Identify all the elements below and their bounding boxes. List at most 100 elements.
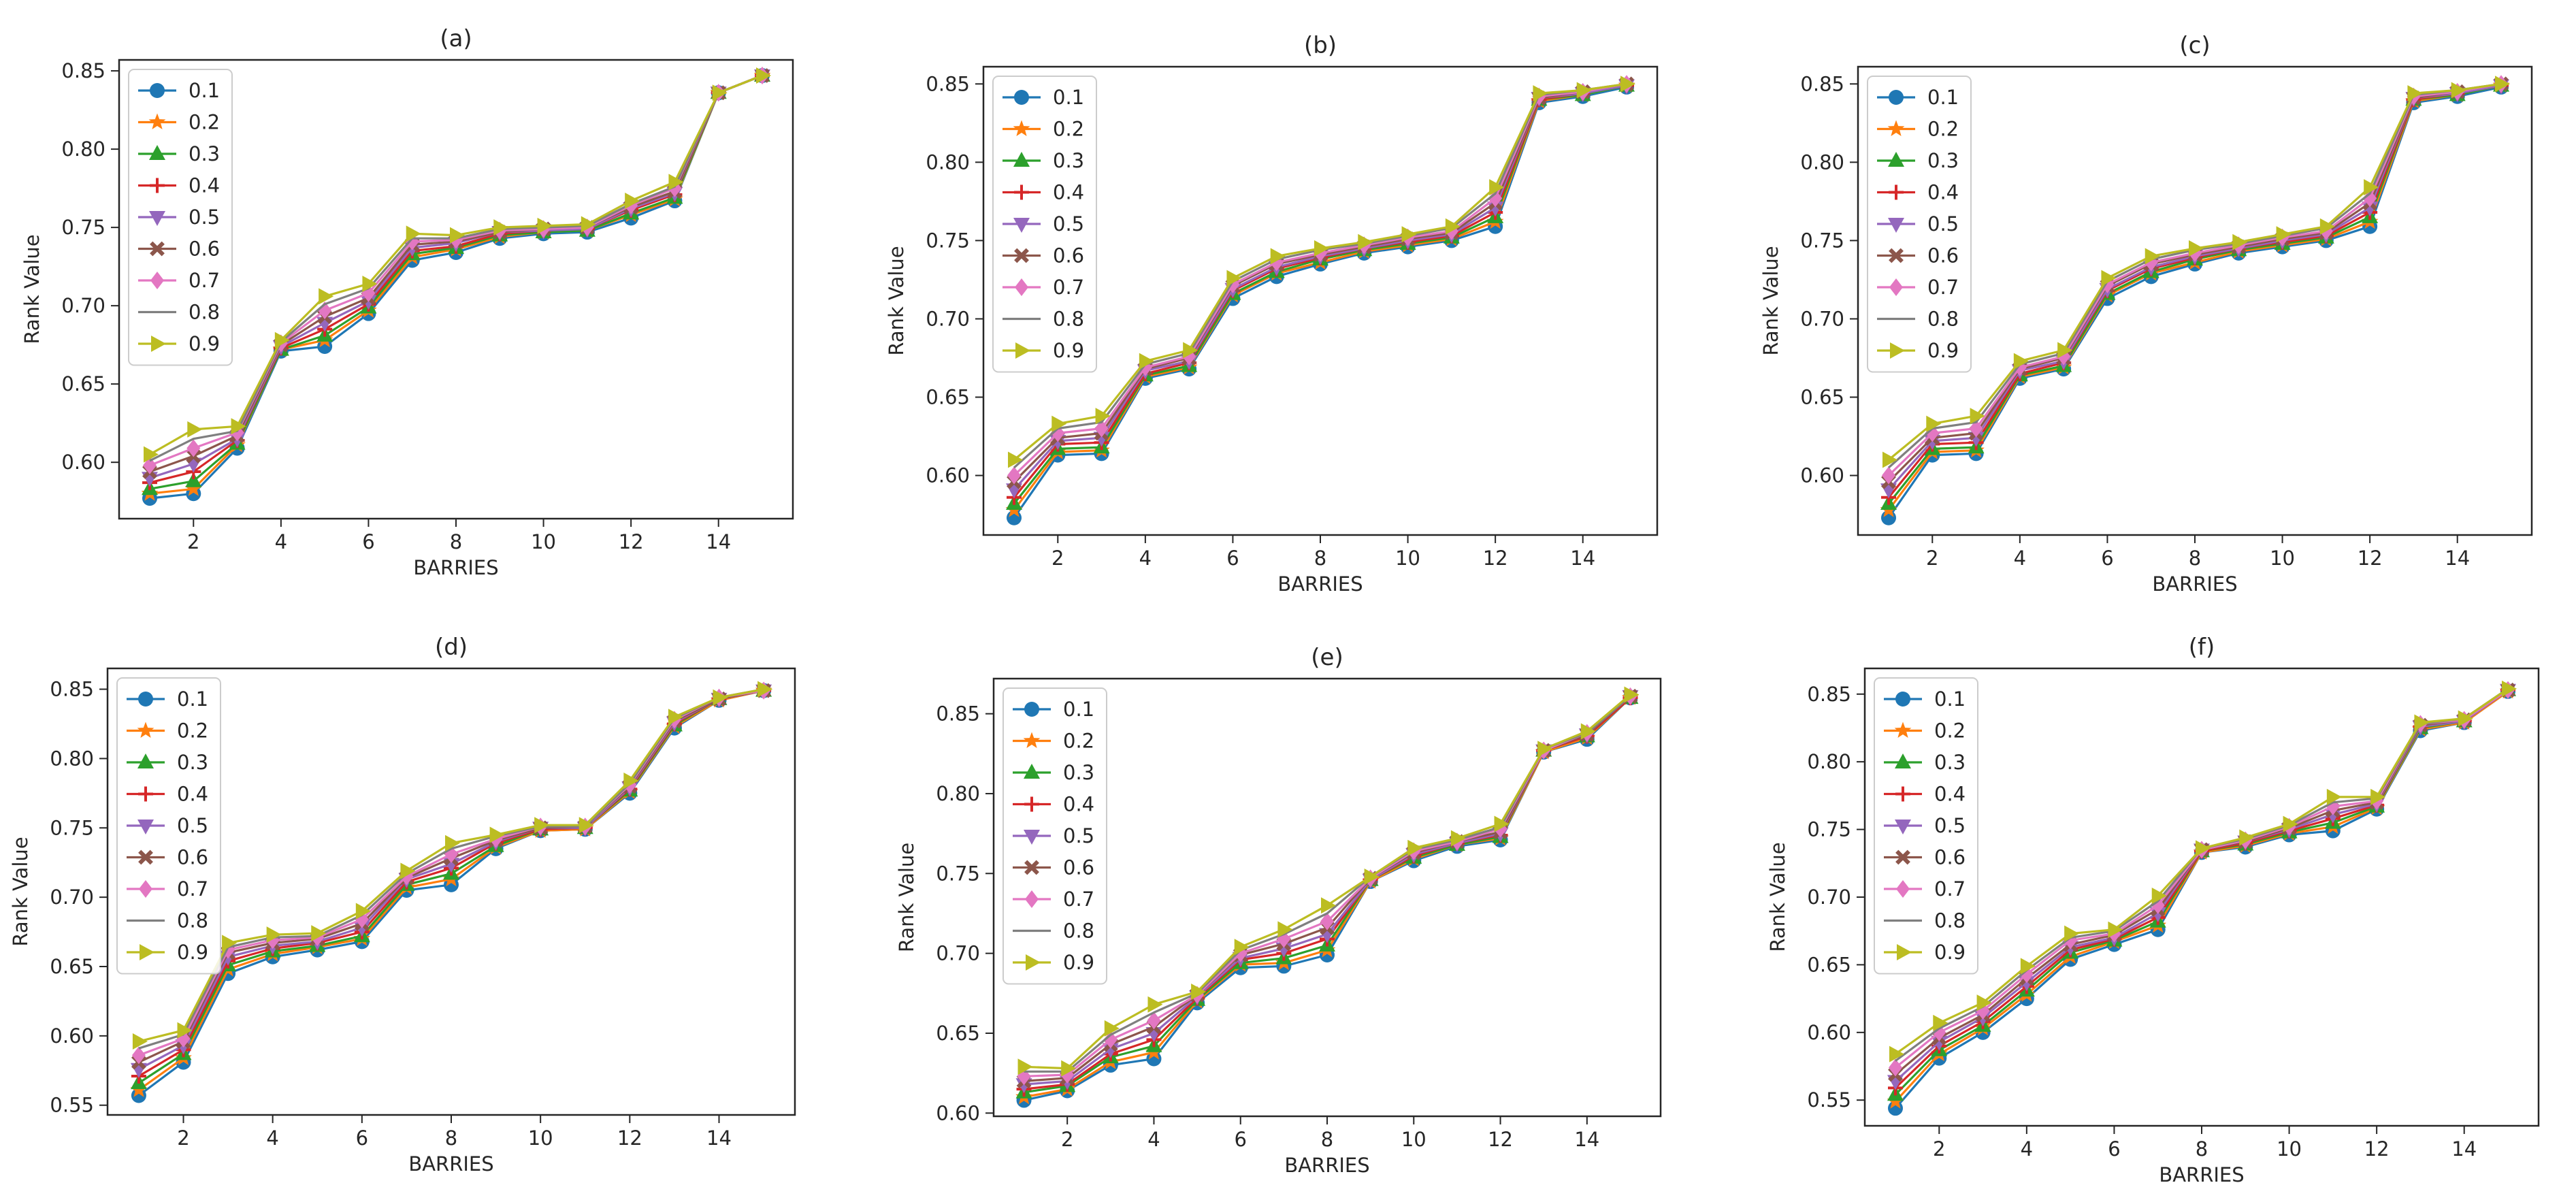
legend-marker (137, 820, 154, 834)
legend-label: 0.4 (1934, 783, 1966, 806)
legend-label: 0.9 (1063, 951, 1094, 974)
legend-marker (149, 145, 165, 160)
legend-marker (1895, 753, 1911, 768)
data-point (581, 216, 596, 233)
y-tick-label: 0.65 (936, 1022, 980, 1045)
y-tick-label: 0.75 (1800, 229, 1844, 252)
legend-label: 0.4 (1063, 793, 1094, 816)
y-tick-label: 0.75 (61, 216, 105, 239)
legend-marker (1015, 342, 1030, 359)
legend-label: 0.7 (1934, 877, 1966, 901)
legend-marker (1024, 830, 1040, 845)
x-axis-label: BARRIES (413, 556, 498, 579)
legend-box (992, 76, 1097, 373)
data-point (2407, 85, 2423, 102)
data-point (2108, 921, 2123, 938)
legend-marker (1014, 248, 1029, 263)
legend-marker (137, 721, 154, 738)
chart-panel: (f) 2 4 6 8 10 12 14 0.55 0.60 0.65 0.70 0.75 0.80 0.8… (1766, 634, 2540, 1186)
y-tick-label: 0.60 (1800, 464, 1844, 487)
y-tick-label: 0.70 (61, 294, 105, 317)
y-axis-label: Rank Value (895, 843, 918, 952)
data-point (362, 275, 378, 292)
data-point (2326, 788, 2342, 805)
legend-label: 0.2 (1927, 118, 1959, 141)
legend-label: 0.1 (1934, 687, 1966, 711)
legend-label: 0.7 (1063, 888, 1094, 911)
legend-label: 0.8 (1063, 920, 1094, 943)
data-point (2451, 82, 2466, 99)
data-point (1624, 686, 1640, 703)
data-point (319, 288, 334, 305)
x-axis-label: BARRIES (1284, 1154, 1369, 1177)
legend-label: 0.3 (1934, 751, 1966, 774)
legend-marker (1013, 120, 1030, 136)
data-point (445, 834, 460, 852)
data-point (2189, 240, 2204, 257)
data-point (1147, 1011, 1161, 1030)
legend-label: 0.5 (1934, 814, 1966, 837)
legend-marker (150, 83, 165, 98)
x-tick-label: 8 (450, 530, 462, 553)
legend-label: 0.7 (1927, 276, 1959, 299)
y-axis-label: Rank Value (1766, 842, 1789, 952)
legend-label: 0.3 (189, 142, 220, 165)
y-tick-label: 0.80 (50, 747, 94, 770)
data-point (2319, 218, 2335, 235)
x-tick-label: 2 (1051, 547, 1064, 570)
legend-marker (1024, 702, 1039, 717)
y-tick-label: 0.65 (1800, 386, 1844, 409)
y-tick-label: 0.75 (926, 229, 970, 252)
data-point (131, 1088, 146, 1103)
x-tick-label: 10 (2270, 547, 2295, 570)
legend-label: 0.1 (1053, 86, 1084, 109)
legend-label: 0.9 (189, 332, 220, 355)
legend-label: 0.6 (1063, 856, 1094, 879)
legend-label: 0.6 (189, 238, 220, 261)
data-point (2239, 829, 2255, 846)
legend-label: 0.5 (189, 206, 220, 229)
y-tick-label: 0.65 (926, 386, 970, 409)
chart-panel: (e) 2 4 6 8 10 12 14 0.60 0.65 0.70 0.75 0.80 0.85 BAR… (895, 644, 1662, 1177)
data-point (186, 439, 201, 457)
y-tick-label: 0.85 (50, 678, 94, 701)
data-point (1183, 342, 1199, 359)
x-tick-label: 4 (2021, 1137, 2033, 1161)
legend-label: 0.3 (1053, 149, 1084, 172)
legend-label: 0.3 (1927, 149, 1959, 172)
x-tick-label: 2 (1933, 1137, 1945, 1161)
data-point (185, 472, 202, 487)
data-point (231, 418, 246, 435)
legend-label: 0.4 (1053, 181, 1084, 204)
legend-label: 0.2 (1063, 730, 1094, 753)
y-tick-label: 0.85 (926, 72, 970, 95)
legend-marker (1895, 820, 1911, 834)
data-point (1450, 830, 1466, 847)
legend-label: 0.5 (1053, 212, 1084, 236)
y-tick-label: 0.60 (50, 1024, 94, 1048)
legend-marker (151, 336, 166, 352)
x-tick-label: 6 (1235, 1128, 1247, 1151)
x-tick-label: 12 (1488, 1128, 1513, 1151)
y-tick-label: 0.70 (936, 942, 980, 965)
y-tick-label: 0.60 (936, 1101, 980, 1124)
data-point (534, 817, 550, 834)
y-axis-label: Rank Value (9, 837, 32, 946)
y-tick-label: 0.80 (1800, 150, 1844, 174)
data-point (668, 174, 684, 191)
data-point (1191, 983, 1207, 1000)
y-tick-label: 0.85 (61, 59, 105, 82)
legend-label: 0.5 (1927, 212, 1959, 236)
x-tick-label: 14 (706, 530, 731, 553)
legend-marker (1023, 732, 1041, 748)
legend-marker (1014, 184, 1029, 200)
legend-marker (140, 944, 154, 960)
x-axis-label: BARRIES (2159, 1163, 2244, 1186)
data-point (2064, 925, 2080, 942)
data-point (2458, 710, 2473, 727)
legend-label: 0.8 (189, 301, 220, 324)
chart-title: (c) (2179, 32, 2210, 59)
legend-marker (1895, 849, 1910, 865)
y-tick-label: 0.70 (1807, 886, 1851, 909)
data-point (1270, 248, 1286, 265)
